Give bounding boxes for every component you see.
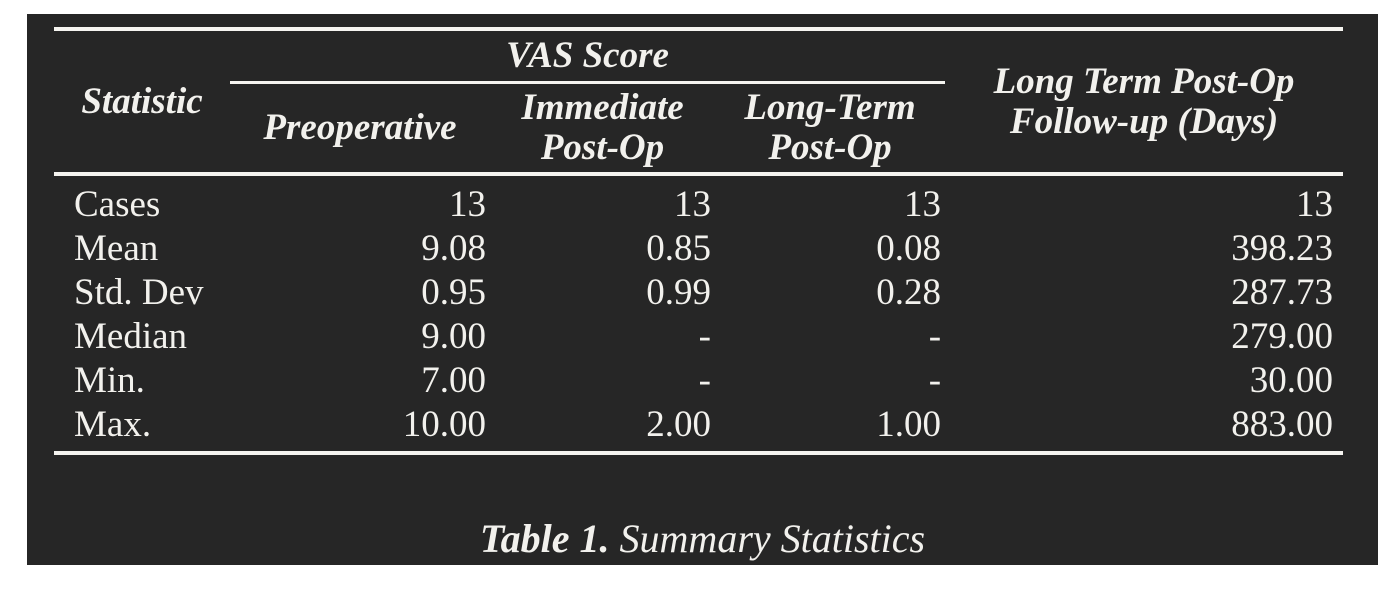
cell-immediate-post-op: 0.99 <box>646 271 711 313</box>
table-row-median: Median 9.00 - - 279.00 <box>54 314 1343 358</box>
cell-preoperative: 13 <box>449 183 486 225</box>
header-long-term-post-op: Long-Term Post-Op <box>715 83 945 175</box>
cell-immediate-post-op: 0.85 <box>646 227 711 269</box>
header-vas-score-label: VAS Score <box>506 35 669 77</box>
table-header: Statistic VAS Score Long Term Post-Op Fo… <box>54 29 1344 175</box>
header-group-row: Statistic VAS Score Long Term Post-Op Fo… <box>54 29 1343 141</box>
cell-immediate-post-op: 2.00 <box>646 403 711 445</box>
table-body: Cases 13 13 13 13 Mean 9.08 0.85 0.08 39… <box>54 174 1343 453</box>
cell-long-term-post-op: - <box>928 359 942 401</box>
table-row-min: Min. 7.00 - - 30.00 <box>54 358 1343 402</box>
table-row-cases: Cases 13 13 13 13 <box>54 174 1343 226</box>
cell-followup-days: 287.73 <box>1231 271 1334 313</box>
cell-preoperative: 10.00 <box>402 403 486 445</box>
header-longterm-line2: Post-Op <box>768 127 892 168</box>
table-caption: Table 1. Summary Statistics <box>27 515 1378 562</box>
table-row-mean: Mean 9.08 0.85 0.08 398.23 <box>54 226 1343 270</box>
cell-long-term-post-op: - <box>928 315 942 357</box>
cell-immediate-post-op: - <box>698 315 711 357</box>
table-row-std-dev: Std. Dev 0.95 0.99 0.28 287.73 <box>54 270 1343 314</box>
table-caption-number: Table 1. <box>479 516 610 561</box>
cell-immediate-post-op: 13 <box>674 183 711 225</box>
cell-followup-days: 13 <box>1296 183 1334 225</box>
cell-preoperative: 7.00 <box>421 359 486 401</box>
summary-statistics-table: Statistic VAS Score Long Term Post-Op Fo… <box>54 27 1344 455</box>
header-followup-line2: Follow-up (Days) <box>1009 100 1279 142</box>
header-immediate-post-op: Immediate Post-Op <box>490 83 715 175</box>
cell-preoperative: 9.08 <box>421 227 486 269</box>
cell-long-term-post-op: 13 <box>904 183 942 225</box>
cell-followup-days: 30.00 <box>1249 359 1334 401</box>
header-followup-days: Long Term Post-Op Follow-up (Days) <box>945 29 1343 174</box>
cell-followup-days: 279.00 <box>1231 315 1334 357</box>
table-figure-panel: Statistic VAS Score Long Term Post-Op Fo… <box>27 14 1378 565</box>
table-row-max: Max. 10.00 2.00 1.00 883.00 <box>54 402 1343 453</box>
header-preoperative: Preoperative <box>230 83 490 175</box>
row-label: Min. <box>74 359 145 401</box>
header-followup-line1: Long Term Post-Op <box>993 60 1295 102</box>
header-immediate-line2: Post-Op <box>540 127 665 168</box>
header-preoperative-label: Preoperative <box>263 107 457 149</box>
header-immediate-line1: Immediate <box>521 87 684 129</box>
cell-preoperative: 9.00 <box>421 315 486 357</box>
cell-followup-days: 398.23 <box>1231 227 1334 269</box>
header-longterm-line1: Long-Term <box>744 87 916 129</box>
row-label: Std. Dev <box>74 271 204 313</box>
row-label: Median <box>74 315 188 357</box>
table-caption-text: Summary Statistics <box>619 516 926 561</box>
row-label: Cases <box>74 183 161 225</box>
cell-long-term-post-op: 0.08 <box>876 227 942 269</box>
cell-immediate-post-op: - <box>698 359 711 401</box>
row-label: Max. <box>74 403 152 445</box>
header-statistic-label: Statistic <box>81 80 203 122</box>
cell-followup-days: 883.00 <box>1231 403 1334 445</box>
header-statistic: Statistic <box>54 29 230 174</box>
cell-preoperative: 0.95 <box>421 271 486 313</box>
cell-long-term-post-op: 0.28 <box>876 271 942 313</box>
header-vas-score-group: VAS Score <box>230 29 946 84</box>
cell-long-term-post-op: 1.00 <box>876 403 942 445</box>
header-sub-row: Preoperative Immediate Post-Op Long-Term… <box>54 83 1343 175</box>
row-label: Mean <box>74 227 159 269</box>
